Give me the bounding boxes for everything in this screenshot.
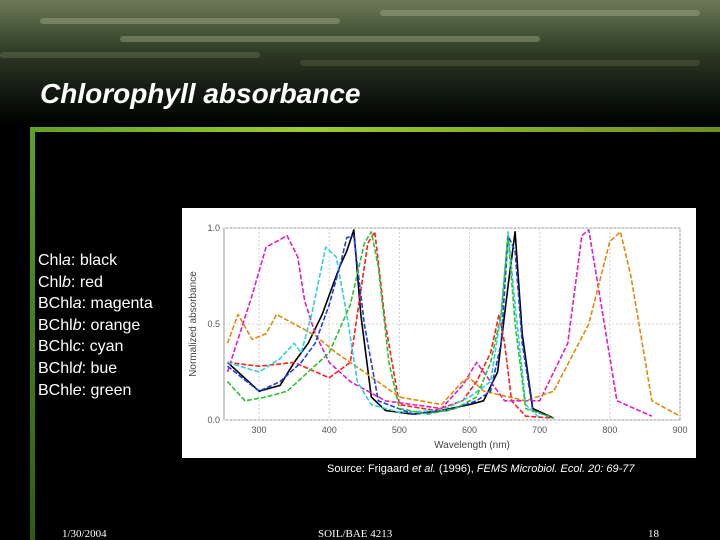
series-line [227, 234, 554, 419]
legend-item: Chlb: red [38, 272, 153, 294]
x-tick-label: 800 [602, 425, 617, 435]
absorbance-chart: 300 400 500 600 700 800 900 0.0 0.5 1.0 Wavelength… [182, 208, 696, 458]
series-line [226, 229, 653, 417]
legend-color-name: : black [70, 252, 118, 269]
source-citation: Source: Frigaard et al. (1996), FEMS Mic… [327, 463, 635, 475]
x-tick-label: 500 [392, 425, 407, 435]
series-line [226, 229, 555, 419]
source-etal: et al. [411, 463, 436, 475]
legend-pigment: BChl [38, 381, 73, 399]
legend-pigment: BChl [38, 316, 73, 334]
legend-suffix: d [72, 359, 82, 377]
x-tick-label: 400 [322, 425, 337, 435]
legend-item: BChlc: cyan [38, 336, 153, 358]
legend-color-name: : cyan [80, 338, 124, 356]
source-journal: FEMS Microbiol. Ecol. 20: 69-77 [476, 463, 635, 475]
banner-streak [300, 60, 700, 66]
y-axis-label: Normalized absorbance [188, 271, 199, 377]
series-line [227, 230, 554, 419]
footer-date: 1/30/2004 [62, 528, 107, 540]
legend-color-name: : red [70, 273, 103, 291]
green-rule-vertical [30, 127, 35, 540]
legend-color-name: : bue [81, 359, 118, 377]
legend-pigment: Chl [38, 273, 63, 291]
legend-suffix: a [72, 295, 82, 313]
legend-item: BChle: green [38, 380, 153, 402]
legend-color-name: : magenta [81, 295, 153, 313]
legend-color-name: : green [81, 381, 132, 399]
slide-title: Chlorophyll absorbance [40, 78, 361, 109]
y-tick-label: 0.0 [207, 415, 220, 425]
pigment-legend: Chla: black Chlb: red BChla: magenta BChlb:… [38, 250, 153, 401]
legend-item: BChlb: orange [38, 315, 153, 337]
header-banner [0, 0, 720, 125]
legend-suffix: a [62, 252, 71, 269]
banner-streak [380, 10, 700, 16]
x-tick-label: 700 [532, 425, 547, 435]
source-prefix: Source: Frigaard [327, 463, 412, 475]
green-rule-horizontal [30, 127, 720, 132]
x-tick-label: 900 [672, 425, 687, 435]
legend-pigment: BChl [38, 338, 73, 356]
y-tick-label: 0.5 [207, 319, 220, 329]
y-tick-label: 1.0 [207, 223, 220, 233]
banner-streak [0, 52, 260, 58]
banner-streak [120, 36, 540, 42]
source-year: (1996), [435, 463, 477, 475]
banner-streak [40, 18, 340, 24]
legend-item: BChla: magenta [38, 293, 153, 315]
footer-page-number: 18 [648, 528, 659, 540]
legend-item: Chla: black [38, 250, 153, 272]
legend-pigment: BChl [38, 359, 73, 377]
x-tick-label: 300 [252, 425, 267, 435]
legend-suffix: e [72, 381, 82, 399]
legend-item: BChld: bue [38, 358, 153, 380]
x-tick-label: 600 [462, 425, 477, 435]
legend-suffix: b [62, 273, 71, 291]
footer-course: SOIL/BAE 4213 [318, 528, 393, 540]
legend-suffix: b [72, 316, 82, 334]
legend-color-name: : orange [81, 316, 141, 334]
series-line [226, 230, 554, 419]
legend-pigment: BChl [38, 295, 73, 313]
legend-suffix: c [72, 338, 81, 356]
chart-svg: 300 400 500 600 700 800 900 0.0 0.5 1.0 Wavelength… [188, 223, 688, 451]
x-axis-label: Wavelength (nm) [434, 440, 510, 451]
legend-pigment: Chl [38, 252, 63, 269]
series-line [226, 230, 681, 417]
